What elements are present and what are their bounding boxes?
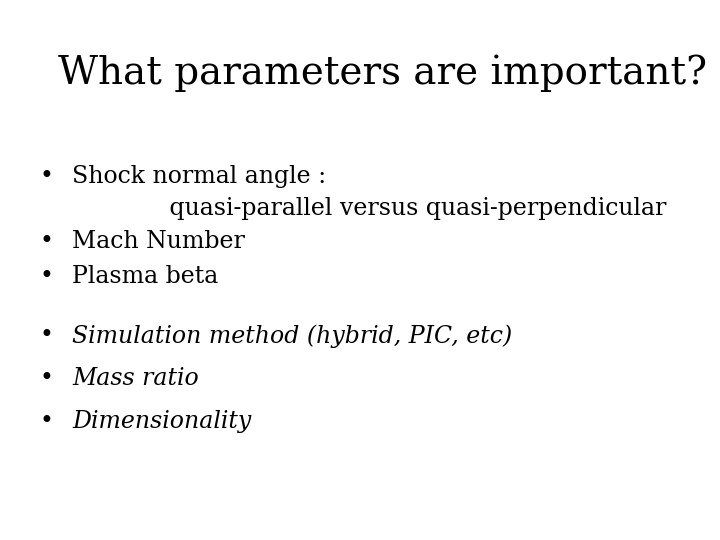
Text: Shock normal angle :: Shock normal angle : xyxy=(72,165,326,188)
Text: •: • xyxy=(40,324,54,347)
Text: •: • xyxy=(40,410,54,434)
Text: What parameters are important?: What parameters are important? xyxy=(58,54,706,91)
Text: Dimensionality: Dimensionality xyxy=(72,410,251,434)
Text: •: • xyxy=(40,165,54,188)
Text: •: • xyxy=(40,367,54,390)
Text: Plasma beta: Plasma beta xyxy=(72,265,218,288)
Text: •: • xyxy=(40,230,54,253)
Text: Simulation method (hybrid, PIC, etc): Simulation method (hybrid, PIC, etc) xyxy=(72,324,512,348)
Text: quasi-parallel versus quasi-perpendicular: quasi-parallel versus quasi-perpendicula… xyxy=(72,197,667,220)
Text: Mach Number: Mach Number xyxy=(72,230,245,253)
Text: •: • xyxy=(40,265,54,288)
Text: Mass ratio: Mass ratio xyxy=(72,367,199,390)
